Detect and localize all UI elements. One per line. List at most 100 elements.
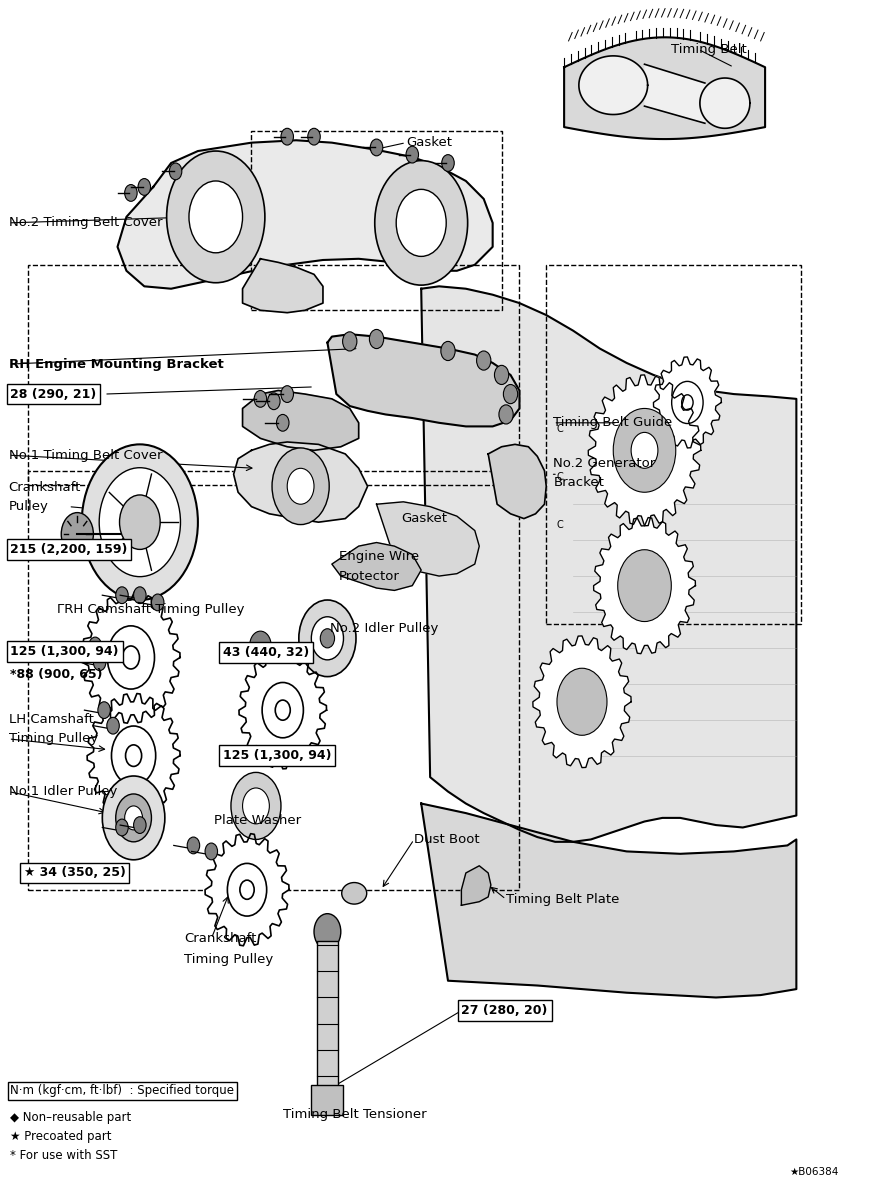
Circle shape <box>369 330 383 348</box>
Circle shape <box>263 683 304 738</box>
Polygon shape <box>332 542 421 590</box>
Circle shape <box>299 600 356 677</box>
Polygon shape <box>327 335 520 426</box>
Circle shape <box>116 794 151 842</box>
Circle shape <box>254 390 267 407</box>
Circle shape <box>151 594 164 611</box>
Polygon shape <box>243 259 323 313</box>
Circle shape <box>617 550 671 622</box>
Text: No.2 Timing Belt Cover: No.2 Timing Belt Cover <box>9 216 162 229</box>
Text: LH Camshaft: LH Camshaft <box>9 713 93 726</box>
Circle shape <box>116 820 128 836</box>
Circle shape <box>61 512 93 556</box>
Circle shape <box>119 494 160 550</box>
Text: No.2 Idler Pulley: No.2 Idler Pulley <box>330 623 438 635</box>
Bar <box>28 265 520 485</box>
Text: Bracket: Bracket <box>554 476 604 490</box>
Text: C: C <box>556 425 563 434</box>
Polygon shape <box>579 56 648 114</box>
Polygon shape <box>421 287 797 842</box>
Text: Engine Wire: Engine Wire <box>339 551 419 563</box>
Circle shape <box>272 448 329 524</box>
Circle shape <box>108 626 154 689</box>
Text: Gasket: Gasket <box>401 512 448 526</box>
Circle shape <box>477 350 491 370</box>
Circle shape <box>631 432 658 468</box>
Circle shape <box>635 574 653 598</box>
Polygon shape <box>533 636 631 768</box>
Circle shape <box>573 690 590 713</box>
Circle shape <box>243 788 270 824</box>
Circle shape <box>275 700 290 720</box>
Text: Crankshaft: Crankshaft <box>9 481 81 494</box>
Polygon shape <box>82 592 180 724</box>
Text: 125 (1,300, 94): 125 (1,300, 94) <box>11 644 119 658</box>
Text: * For use with SST: * For use with SST <box>11 1150 117 1162</box>
Circle shape <box>125 806 142 830</box>
Circle shape <box>240 880 254 899</box>
Polygon shape <box>593 517 695 654</box>
Circle shape <box>125 745 142 767</box>
Circle shape <box>134 587 146 604</box>
Circle shape <box>617 414 671 486</box>
Circle shape <box>167 151 265 283</box>
Polygon shape <box>376 502 479 576</box>
Circle shape <box>134 817 146 834</box>
Text: No.1 Timing Belt Cover: No.1 Timing Belt Cover <box>9 449 162 462</box>
Text: ΓRH Camshaft Timing Pulley: ΓRH Camshaft Timing Pulley <box>56 604 245 616</box>
Ellipse shape <box>341 882 366 904</box>
Text: Pulley: Pulley <box>9 500 48 514</box>
Circle shape <box>557 668 607 736</box>
Circle shape <box>320 629 334 648</box>
Circle shape <box>672 382 703 424</box>
Polygon shape <box>205 834 289 946</box>
Polygon shape <box>564 37 765 139</box>
Circle shape <box>205 844 218 859</box>
Text: Timing Pulley: Timing Pulley <box>9 732 98 745</box>
Circle shape <box>281 385 294 402</box>
Circle shape <box>504 384 518 403</box>
Bar <box>316 941 338 1100</box>
Text: ★ 34 (350, 25): ★ 34 (350, 25) <box>23 866 125 880</box>
Polygon shape <box>589 374 701 526</box>
Text: C: C <box>556 473 563 482</box>
Circle shape <box>375 161 468 286</box>
Circle shape <box>169 163 182 180</box>
Circle shape <box>123 646 140 668</box>
Text: Timing Belt Plate: Timing Belt Plate <box>506 893 619 906</box>
Circle shape <box>311 617 343 660</box>
Circle shape <box>116 587 128 604</box>
Text: Protector: Protector <box>339 570 400 582</box>
Bar <box>28 470 520 889</box>
Polygon shape <box>234 442 367 522</box>
Circle shape <box>314 913 340 949</box>
Circle shape <box>228 863 267 916</box>
Text: ◆ Non–reusable part: ◆ Non–reusable part <box>11 1111 132 1123</box>
Circle shape <box>634 437 654 463</box>
Circle shape <box>307 128 320 145</box>
Text: Timing Belt Guide: Timing Belt Guide <box>554 416 673 430</box>
Text: Timing Belt Tensioner: Timing Belt Tensioner <box>283 1109 426 1121</box>
Circle shape <box>281 128 294 145</box>
Circle shape <box>499 404 513 424</box>
Circle shape <box>133 512 147 532</box>
Circle shape <box>277 414 289 431</box>
Text: *88 (900, 65): *88 (900, 65) <box>11 667 103 680</box>
Polygon shape <box>653 356 721 448</box>
Circle shape <box>93 654 106 671</box>
Circle shape <box>111 726 156 785</box>
Text: 215 (2,200, 159): 215 (2,200, 159) <box>11 544 128 557</box>
Bar <box>311 1085 343 1115</box>
Bar <box>547 265 801 624</box>
Text: Crankshaft: Crankshaft <box>185 932 257 946</box>
Circle shape <box>441 341 455 360</box>
Text: Gasket: Gasket <box>406 136 452 149</box>
Text: 27 (280, 20): 27 (280, 20) <box>461 1004 547 1018</box>
Polygon shape <box>461 865 491 905</box>
Circle shape <box>138 179 151 196</box>
Circle shape <box>99 468 180 577</box>
Text: Plate Washer: Plate Washer <box>214 814 301 827</box>
Circle shape <box>187 838 200 854</box>
Text: 28 (290, 21): 28 (290, 21) <box>11 388 97 401</box>
Text: ★ Precoated part: ★ Precoated part <box>11 1130 112 1142</box>
